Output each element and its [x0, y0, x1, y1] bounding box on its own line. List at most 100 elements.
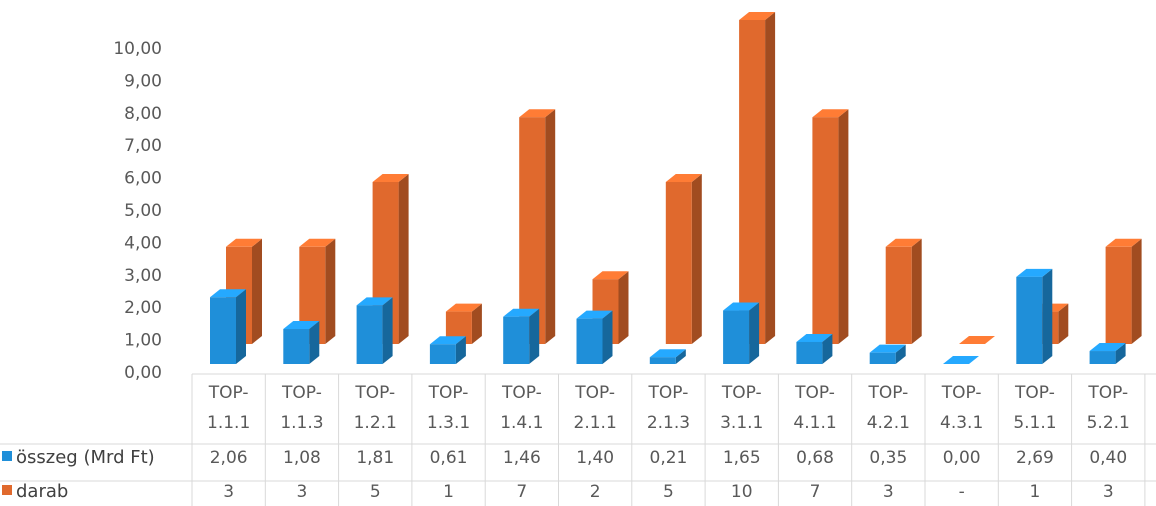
bar-osszeg-top	[210, 289, 246, 298]
x-tick-label: TOP-	[867, 383, 908, 403]
data-label: 0,61	[430, 448, 468, 468]
bar-osszeg-side	[382, 297, 393, 364]
data-label: 1	[443, 482, 454, 502]
bar-osszeg	[356, 297, 393, 364]
bar-osszeg-side	[236, 289, 246, 364]
bar-osszeg-top	[796, 333, 833, 342]
x-tick-label: TOP-	[281, 383, 322, 403]
x-tick-label: TOP-	[208, 383, 249, 403]
data-label: 1,40	[576, 448, 614, 468]
bar-darab-side	[838, 109, 849, 344]
bar-osszeg-front	[503, 316, 530, 364]
bar-darab-top	[445, 303, 482, 312]
data-label: 3	[883, 482, 894, 502]
data-label: 7	[516, 482, 527, 502]
y-tick-label: 3,00	[124, 266, 162, 286]
data-label: -	[959, 482, 965, 502]
bar-darab	[812, 109, 849, 344]
bar-osszeg-top	[1089, 343, 1126, 352]
bar-darab-front	[665, 182, 692, 344]
bar-darab-front	[519, 117, 546, 344]
bar-osszeg-side	[602, 310, 613, 364]
bar-osszeg-front	[796, 341, 823, 364]
x-tick-label: 1.1.1	[207, 413, 250, 433]
bar-osszeg	[1016, 268, 1053, 364]
bar-darab-top	[739, 12, 776, 20]
bar-darab-top	[665, 174, 702, 182]
data-label: 0,35	[869, 448, 907, 468]
x-tick-label: TOP-	[941, 383, 982, 403]
bar-osszeg-side	[675, 349, 686, 364]
legend-label: darab	[16, 481, 68, 502]
data-label: 1,46	[503, 448, 541, 468]
x-tick-label: TOP-	[1014, 383, 1055, 403]
bar-darab	[959, 336, 995, 344]
bar-osszeg-top	[943, 356, 979, 364]
bar-darab-side	[545, 109, 556, 344]
x-tick-label: TOP-	[428, 383, 469, 403]
x-tick-label: TOP-	[501, 383, 542, 403]
bar-darab-side	[1131, 238, 1142, 344]
y-axis: 0,00 1,00 2,00 3,00 4,00 5,00 6,00 7,00 8,00 9,00…	[113, 39, 162, 383]
bar-darab-top	[885, 238, 922, 247]
bar-osszeg-top	[1016, 268, 1053, 277]
bar-darab-top	[372, 174, 409, 182]
bar-osszeg-front	[283, 329, 310, 364]
x-tick-label: TOP-	[794, 383, 835, 403]
bar-osszeg-top	[356, 297, 393, 306]
x-tick-label: TOP-	[1087, 383, 1128, 403]
data-label: 1,65	[723, 448, 761, 468]
bar-darab-side	[252, 238, 262, 344]
x-tick-label: 1.4.1	[500, 413, 543, 433]
data-label: 5	[663, 482, 674, 502]
data-label: 0,00	[943, 448, 981, 468]
data-label: 0,40	[1089, 448, 1127, 468]
y-tick-label: 10,00	[113, 39, 162, 59]
y-tick-label: 4,00	[124, 233, 162, 253]
bar-osszeg	[283, 321, 320, 364]
bar-osszeg-side	[529, 308, 540, 364]
bar-osszeg-top	[283, 321, 320, 330]
bar-osszeg	[723, 302, 760, 364]
bar-osszeg	[649, 349, 686, 364]
data-label: 2	[590, 482, 601, 502]
bar-darab-side	[398, 174, 409, 344]
data-label: 1,81	[356, 448, 394, 468]
bar-osszeg-side	[309, 321, 320, 364]
y-tick-label: 7,00	[124, 136, 162, 156]
bar-osszeg-side	[749, 302, 760, 364]
data-label: 1,08	[283, 448, 321, 468]
x-tick-label: TOP-	[574, 383, 615, 403]
bar-osszeg-front	[576, 318, 603, 364]
bar-darab	[1105, 238, 1142, 344]
bar-darab-front	[739, 20, 766, 344]
legend-swatch	[2, 451, 12, 461]
bar-darab-side	[691, 174, 702, 344]
bar-osszeg	[869, 344, 906, 364]
bar-darab-top	[226, 238, 262, 247]
y-tick-label: 1,00	[124, 331, 162, 351]
bar-darab-side	[911, 238, 922, 344]
x-tick-label: 4.2.1	[867, 413, 910, 433]
bar-darab-front	[885, 246, 912, 344]
x-tick-label: 1.1.3	[280, 413, 323, 433]
bar-osszeg-side	[1115, 343, 1126, 364]
bar-darab	[519, 109, 556, 344]
bar-osszeg	[503, 308, 540, 364]
bar-osszeg-top	[503, 308, 540, 317]
x-tick-label: 5.1.1	[1013, 413, 1056, 433]
bar-darab-top	[519, 109, 556, 118]
bar-osszeg-side	[455, 336, 466, 364]
x-tick-label: 4.1.1	[793, 413, 836, 433]
bar-darab-top	[592, 271, 629, 280]
bar-osszeg-front	[356, 305, 383, 364]
bar-osszeg-top	[576, 310, 613, 319]
bar-osszeg-top	[649, 349, 686, 358]
y-tick-label: 5,00	[124, 201, 162, 221]
bar-osszeg-top	[723, 302, 760, 311]
bar-darab-top	[959, 336, 995, 344]
data-label: 2,69	[1016, 448, 1054, 468]
x-tick-label: 3.1.1	[720, 413, 763, 433]
bar-osszeg-front	[723, 310, 750, 364]
